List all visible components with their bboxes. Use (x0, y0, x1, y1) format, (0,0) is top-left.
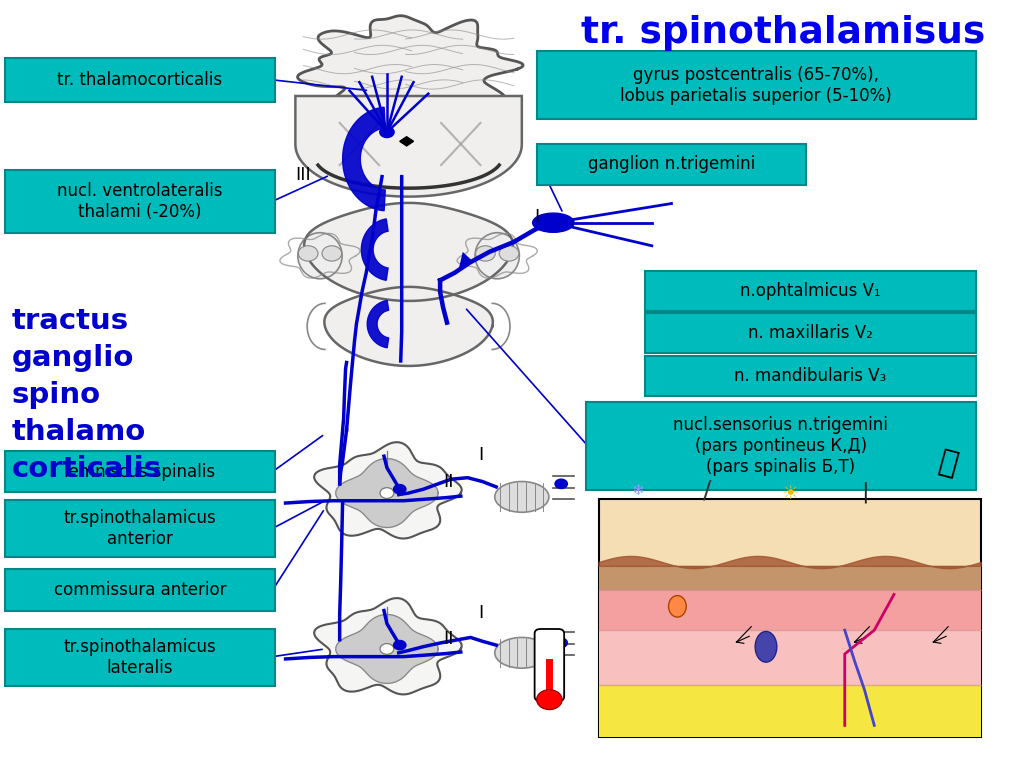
FancyBboxPatch shape (535, 629, 564, 701)
Text: ganglio: ganglio (12, 344, 134, 372)
FancyBboxPatch shape (645, 271, 976, 311)
FancyBboxPatch shape (599, 590, 981, 630)
Ellipse shape (755, 631, 777, 662)
Polygon shape (368, 300, 389, 348)
Text: 🤏: 🤏 (936, 447, 961, 480)
Polygon shape (314, 442, 462, 538)
FancyBboxPatch shape (5, 451, 274, 492)
FancyBboxPatch shape (537, 144, 806, 185)
FancyBboxPatch shape (537, 51, 976, 119)
Text: corticalis: corticalis (12, 455, 162, 482)
FancyBboxPatch shape (5, 58, 274, 102)
FancyBboxPatch shape (599, 566, 981, 590)
Text: gyrus postcentralis (65-70%),
lobus parietalis superior (5-10%): gyrus postcentralis (65-70%), lobus pari… (621, 66, 892, 104)
FancyBboxPatch shape (5, 170, 274, 233)
Text: commissura anterior: commissura anterior (53, 581, 226, 599)
Text: lemniscus spinalis: lemniscus spinalis (65, 462, 215, 481)
Polygon shape (336, 614, 438, 684)
Circle shape (379, 126, 395, 138)
Text: thalamo: thalamo (12, 418, 146, 445)
FancyBboxPatch shape (599, 630, 981, 685)
Text: spino: spino (12, 381, 101, 409)
Polygon shape (295, 96, 522, 197)
Text: n. mandibularis V₃: n. mandibularis V₃ (734, 366, 887, 385)
Text: tr. spinothalamisus: tr. spinothalamisus (581, 15, 985, 51)
Text: I: I (478, 446, 483, 465)
FancyBboxPatch shape (599, 499, 981, 737)
Circle shape (499, 246, 519, 261)
FancyBboxPatch shape (5, 569, 274, 611)
Circle shape (537, 690, 562, 710)
FancyBboxPatch shape (645, 356, 976, 396)
Text: tractus: tractus (12, 307, 129, 335)
Circle shape (298, 246, 318, 261)
Circle shape (380, 488, 394, 498)
Text: |: | (860, 482, 868, 503)
Polygon shape (304, 203, 513, 301)
Ellipse shape (669, 596, 686, 617)
Ellipse shape (298, 233, 342, 279)
Polygon shape (399, 137, 414, 146)
FancyBboxPatch shape (5, 500, 274, 557)
Circle shape (322, 246, 342, 261)
Circle shape (554, 478, 568, 489)
Text: ganglion n.trigemini: ganglion n.trigemini (588, 155, 755, 174)
Ellipse shape (495, 482, 549, 512)
Text: nucl. ventrolateralis
thalami (-20%): nucl. ventrolateralis thalami (-20%) (57, 182, 222, 221)
FancyBboxPatch shape (599, 685, 981, 737)
Polygon shape (361, 219, 388, 280)
Polygon shape (459, 252, 473, 269)
Circle shape (554, 637, 568, 648)
Text: I: I (478, 604, 483, 622)
Ellipse shape (532, 214, 574, 233)
Text: nucl.sensorius n.trigemini
(pars pontineus К,Д)
(pars spinalis Б,Т): nucl.sensorius n.trigemini (pars pontine… (674, 416, 888, 476)
FancyBboxPatch shape (645, 313, 976, 353)
Ellipse shape (475, 233, 519, 279)
Text: I: I (534, 207, 540, 226)
Text: ❄: ❄ (632, 483, 644, 498)
Polygon shape (298, 15, 523, 128)
Polygon shape (336, 458, 438, 528)
Text: n. maxillaris V₂: n. maxillaris V₂ (748, 324, 872, 343)
Text: tr.spinothalamicus
lateralis: tr.spinothalamicus lateralis (63, 638, 216, 677)
Circle shape (475, 246, 496, 261)
Polygon shape (343, 108, 385, 210)
Text: n.ophtalmicus V₁: n.ophtalmicus V₁ (740, 282, 881, 300)
Text: ☀: ☀ (782, 484, 800, 503)
Text: tr. thalamocorticalis: tr. thalamocorticalis (57, 71, 222, 89)
Circle shape (393, 640, 407, 650)
Text: /: / (702, 478, 711, 503)
Text: II: II (443, 630, 455, 648)
Circle shape (380, 644, 394, 654)
Polygon shape (325, 287, 493, 366)
Text: III: III (295, 166, 311, 184)
FancyBboxPatch shape (586, 402, 976, 490)
Circle shape (393, 484, 407, 495)
FancyBboxPatch shape (5, 629, 274, 686)
Polygon shape (314, 598, 462, 694)
Text: II: II (443, 473, 455, 492)
Text: tr.spinothalamicus
anterior: tr.spinothalamicus anterior (63, 509, 216, 548)
Ellipse shape (495, 637, 549, 668)
